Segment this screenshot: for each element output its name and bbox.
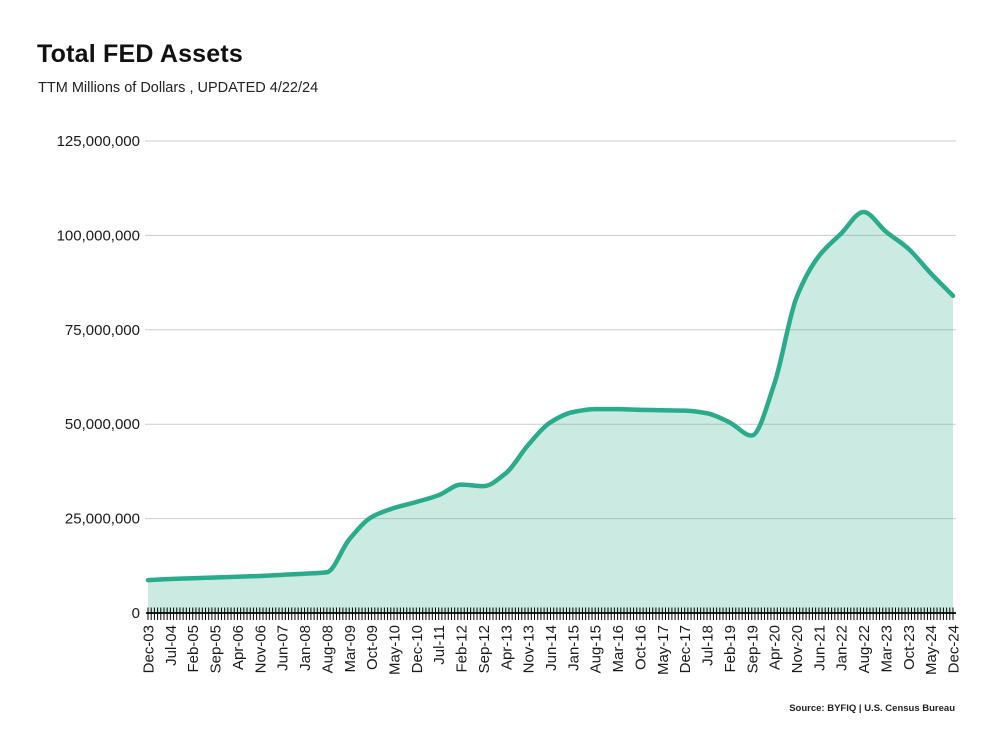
x-tick-label: Nov-13 <box>521 625 538 673</box>
x-tick-label: Dec-10 <box>409 625 426 673</box>
x-tick-label: Mar-23 <box>878 625 895 673</box>
area-fill <box>148 211 953 614</box>
page-title: Total FED Assets <box>37 40 244 68</box>
y-tick-label: 75,000,000 <box>65 322 140 339</box>
x-tick-label: Jul-04 <box>163 625 180 666</box>
x-tick-label: Oct-16 <box>632 625 649 670</box>
x-tick-label: Nov-06 <box>252 625 269 673</box>
x-tick-label: Apr-20 <box>767 625 784 670</box>
y-tick-label: 25,000,000 <box>65 511 140 528</box>
x-tick-label: Jun-14 <box>543 625 560 671</box>
x-tick-label: May-17 <box>655 625 672 675</box>
x-axis-labels: Dec-03 Jul-04 Feb-05 Sep-05 Apr-06 Nov-06 Jun-… <box>141 625 963 675</box>
x-tick-label: Oct-09 <box>364 625 381 670</box>
source-note: Source: BYFIQ | U.S. Census Bureau <box>789 703 955 714</box>
x-tick-label: May-10 <box>386 625 403 675</box>
x-tick-label: Jan-08 <box>297 625 314 671</box>
x-tick-label: Jun-07 <box>275 625 292 671</box>
x-tick-label: Aug-22 <box>856 625 873 673</box>
x-tick-label: Dec-24 <box>946 625 963 673</box>
x-tick-label: Feb-19 <box>722 625 739 673</box>
x-tick-label: Mar-09 <box>342 625 359 673</box>
y-tick-label: 50,000,000 <box>65 416 140 433</box>
x-tick-label: Feb-12 <box>454 625 471 673</box>
x-tick-label: Dec-03 <box>141 625 158 673</box>
x-tick-label: Jun-21 <box>811 625 828 671</box>
x-axis <box>146 607 956 620</box>
y-tick-label: 125,000,000 <box>57 133 140 150</box>
page-subtitle: TTM Millions of Dollars , UPDATED 4/22/2… <box>38 80 319 96</box>
y-tick-label: 0 <box>132 605 140 622</box>
x-tick-label: Sep-19 <box>744 625 761 673</box>
x-tick-label: Mar-16 <box>610 625 627 673</box>
y-tick-label: 100,000,000 <box>57 227 140 244</box>
y-axis-labels: 0 25,000,000 50,000,000 75,000,000 100,000,0… <box>57 133 140 622</box>
x-tick-label: Oct-23 <box>901 625 918 670</box>
x-tick-label: Nov-20 <box>789 625 806 673</box>
x-tick-label: Jan-22 <box>834 625 851 671</box>
x-tick-label: Jan-15 <box>565 625 582 671</box>
x-tick-label: Feb-05 <box>185 625 202 673</box>
x-tick-label: Jul-18 <box>700 625 717 666</box>
x-tick-label: Jul-11 <box>431 625 448 665</box>
x-tick-label: Dec-17 <box>677 625 694 673</box>
x-tick-label: May-24 <box>923 625 940 675</box>
x-tick-label: Aug-15 <box>588 625 605 673</box>
x-tick-label: Sep-12 <box>476 625 493 673</box>
x-tick-label: Apr-13 <box>498 625 515 670</box>
trend-line <box>145 209 956 583</box>
x-tick-label: Aug-08 <box>319 625 336 673</box>
x-tick-label: Sep-05 <box>208 625 225 673</box>
x-tick-label: Apr-06 <box>230 625 247 670</box>
